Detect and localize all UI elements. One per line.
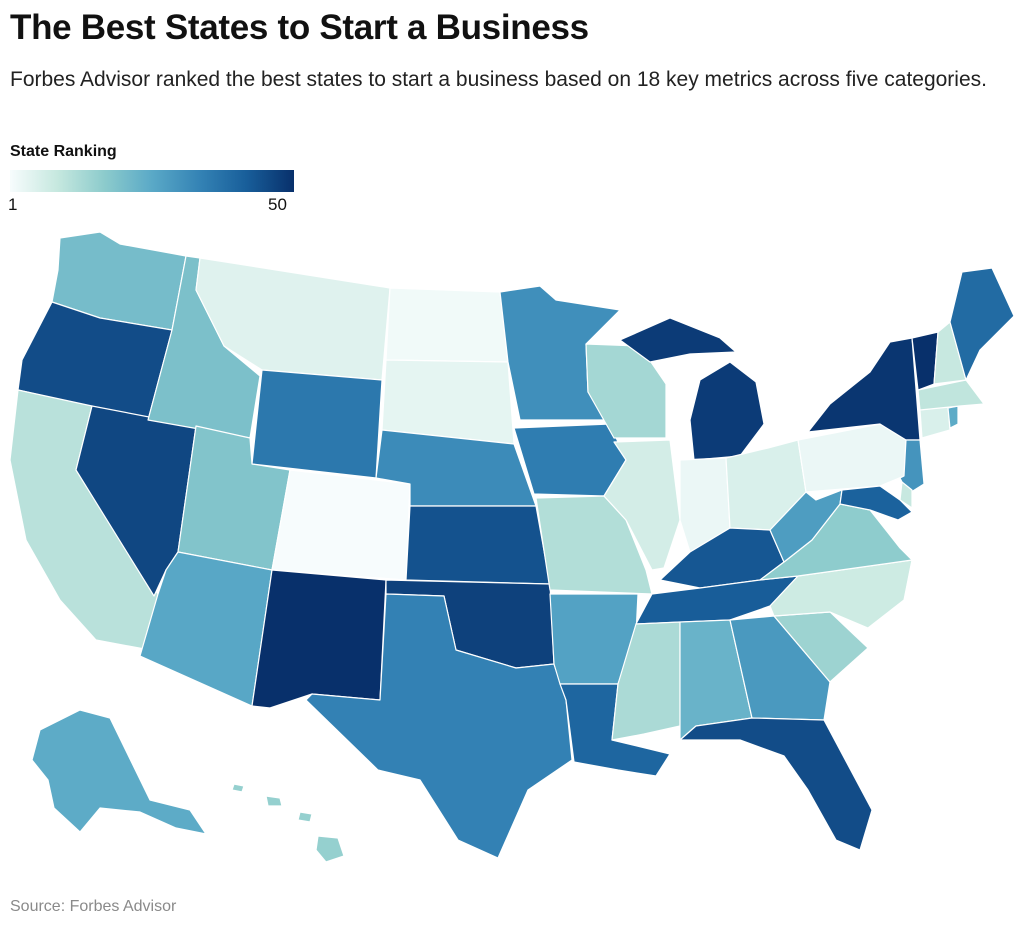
state-iowa[interactable] <box>513 423 627 497</box>
chart-title: The Best States to Start a Business <box>10 8 589 47</box>
legend-color-scale <box>10 170 294 192</box>
legend-min-label: 1 <box>8 195 18 214</box>
state-florida[interactable] <box>679 717 873 851</box>
legend-title: State Ranking <box>10 143 117 160</box>
state-new-mexico[interactable] <box>251 569 387 709</box>
state-maryland[interactable] <box>839 485 913 521</box>
state-connecticut[interactable] <box>919 405 951 439</box>
state-illinois[interactable] <box>603 439 681 571</box>
state-south-dakota[interactable] <box>381 359 515 445</box>
state-massachusetts[interactable] <box>917 379 985 411</box>
state-michigan-lower[interactable] <box>689 361 765 461</box>
state-wyoming[interactable] <box>251 369 383 479</box>
state-delaware[interactable] <box>899 481 913 509</box>
state-maine[interactable] <box>949 267 1015 381</box>
state-new-york[interactable] <box>807 337 921 441</box>
source-note: Source: Forbes Advisor <box>10 898 177 915</box>
us-choropleth-map <box>9 231 1015 863</box>
state-rhode-island[interactable] <box>947 405 959 429</box>
state-georgia[interactable] <box>729 615 831 721</box>
state-kansas[interactable] <box>405 505 551 585</box>
state-texas[interactable] <box>305 593 573 859</box>
state-north-dakota[interactable] <box>385 287 509 363</box>
state-colorado[interactable] <box>271 469 411 581</box>
state-pennsylvania[interactable] <box>797 423 907 493</box>
state-michigan-upper[interactable] <box>619 317 737 363</box>
chart-subtitle: Forbes Advisor ranked the best states to… <box>10 68 987 91</box>
legend-max-label: 50 <box>268 195 287 214</box>
state-alaska[interactable] <box>31 709 207 835</box>
state-hawaii[interactable] <box>231 783 345 863</box>
